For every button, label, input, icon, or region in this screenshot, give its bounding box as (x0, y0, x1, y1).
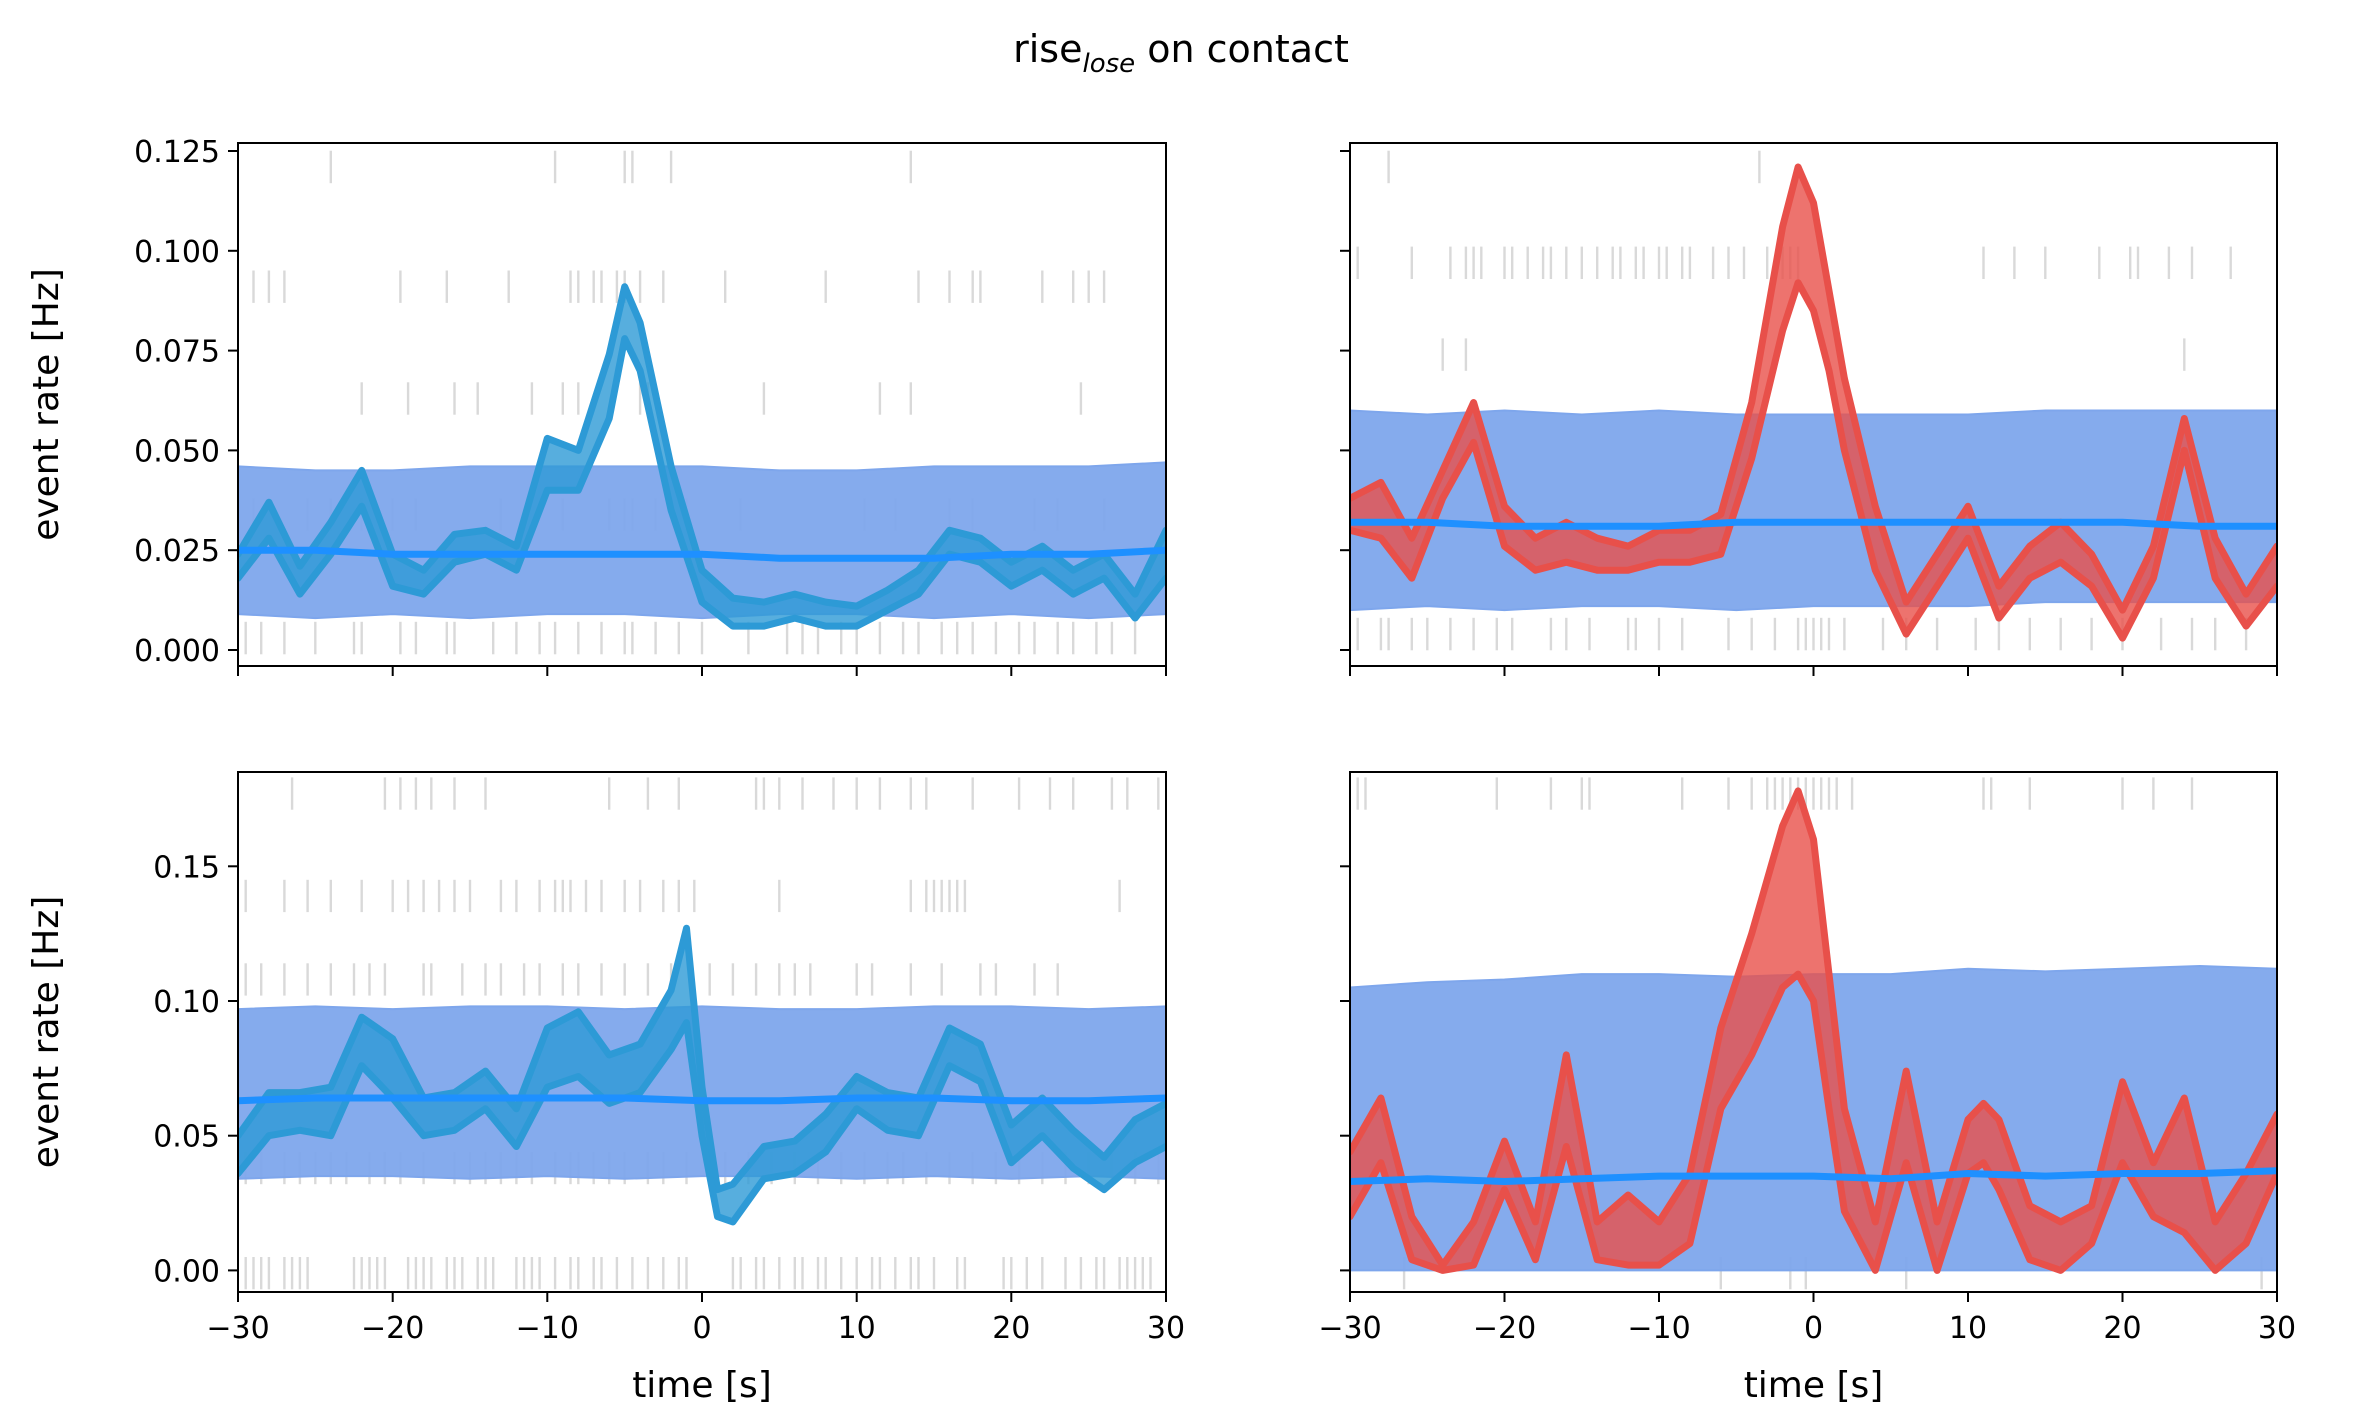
raster-row-0 (1356, 777, 2194, 810)
trace-lower-line (238, 1019, 1166, 1226)
x-tick-label: 10 (1949, 1311, 1987, 1346)
trace-band (1350, 167, 2277, 639)
x-tick-label: −20 (361, 1311, 424, 1346)
x-tick-label: 0 (1804, 1311, 1823, 1346)
x-tick-label: −30 (1318, 1311, 1381, 1346)
raster-row-1 (1356, 246, 2232, 279)
y-tick-label: 0.000 (134, 634, 220, 669)
x-tick-label: 10 (838, 1311, 876, 1346)
x-tick-label: 0 (692, 1311, 711, 1346)
trace-lower-line (1350, 970, 2277, 1274)
x-tick-label: −10 (1627, 1311, 1690, 1346)
shuffle-mean-line (1350, 518, 2277, 530)
x-axis-label: time [s] (632, 1365, 772, 1406)
raster-row-0 (290, 777, 1160, 810)
y-tick-label: 0.050 (134, 434, 220, 469)
raster-row-3 (1356, 617, 2248, 651)
raster-row-2 (244, 963, 1059, 996)
raster-row-2 (1441, 338, 2186, 371)
y-tick-label: 0.10 (153, 985, 220, 1020)
figure-title-subscript: lose (1082, 49, 1135, 79)
plot-area (1350, 777, 2277, 1290)
figure-title-suffix: on contact (1135, 27, 1349, 71)
subplot-bottom-right: −30 −20 −10 0 10 20 30 time [s] (1318, 771, 2296, 1406)
raster-row-1 (252, 270, 1106, 303)
y-tick-label: 0.125 (134, 135, 220, 170)
raster-row-2 (360, 382, 1083, 415)
y-tick-label: 0.100 (134, 235, 220, 270)
raster-row-0 (1387, 150, 1761, 184)
subplot-top-right (1340, 142, 2278, 676)
x-tick-label: 20 (2103, 1311, 2141, 1346)
raster-row-1 (244, 879, 1121, 913)
raster-row-4 (244, 621, 1137, 655)
x-tick-label: 30 (1147, 1311, 1185, 1346)
figure-title: riselose on contact (1013, 27, 1349, 79)
shuffle-mean-line (238, 546, 1166, 562)
x-tick-label: 20 (992, 1311, 1030, 1346)
y-axis-label: event rate [Hz] (26, 896, 67, 1169)
x-tick-label: 30 (2258, 1311, 2296, 1346)
y-tick-label: 0.15 (153, 850, 220, 885)
trace-upper-line (1350, 163, 2277, 614)
raster-row-0 (329, 150, 912, 184)
shuffle-mean-line (1350, 1167, 2277, 1185)
raster-row-4 (244, 1257, 1152, 1290)
y-tick-label: 0.025 (134, 534, 220, 569)
shuffle-mean-line (238, 1094, 1166, 1105)
figure-title-main: rise (1013, 27, 1082, 71)
y-axis-label: event rate [Hz] (26, 268, 67, 541)
y-tick-label: 0.075 (134, 335, 220, 370)
plot-area (238, 777, 1166, 1290)
x-tick-label: −10 (516, 1311, 579, 1346)
trace-band (238, 286, 1166, 627)
subplot-top-left: 0.000 0.025 0.050 0.075 0.100 0.125 event rate… (26, 135, 1167, 676)
trace-band (238, 928, 1166, 1222)
subplot-bottom-left: −30 −20 −10 0 10 20 30 0.00 0.05 0.10 0.15 event ra… (26, 771, 1185, 1406)
x-tick-label: −30 (206, 1311, 269, 1346)
y-tick-label: 0.05 (153, 1120, 220, 1155)
plot-area (1350, 150, 2277, 651)
x-axis-label: time [s] (1744, 1365, 1884, 1406)
trace-lower-line (1350, 279, 2277, 642)
x-tick-label: −20 (1473, 1311, 1536, 1346)
plot-area (238, 150, 1166, 655)
y-tick-label: 0.00 (153, 1254, 220, 1289)
